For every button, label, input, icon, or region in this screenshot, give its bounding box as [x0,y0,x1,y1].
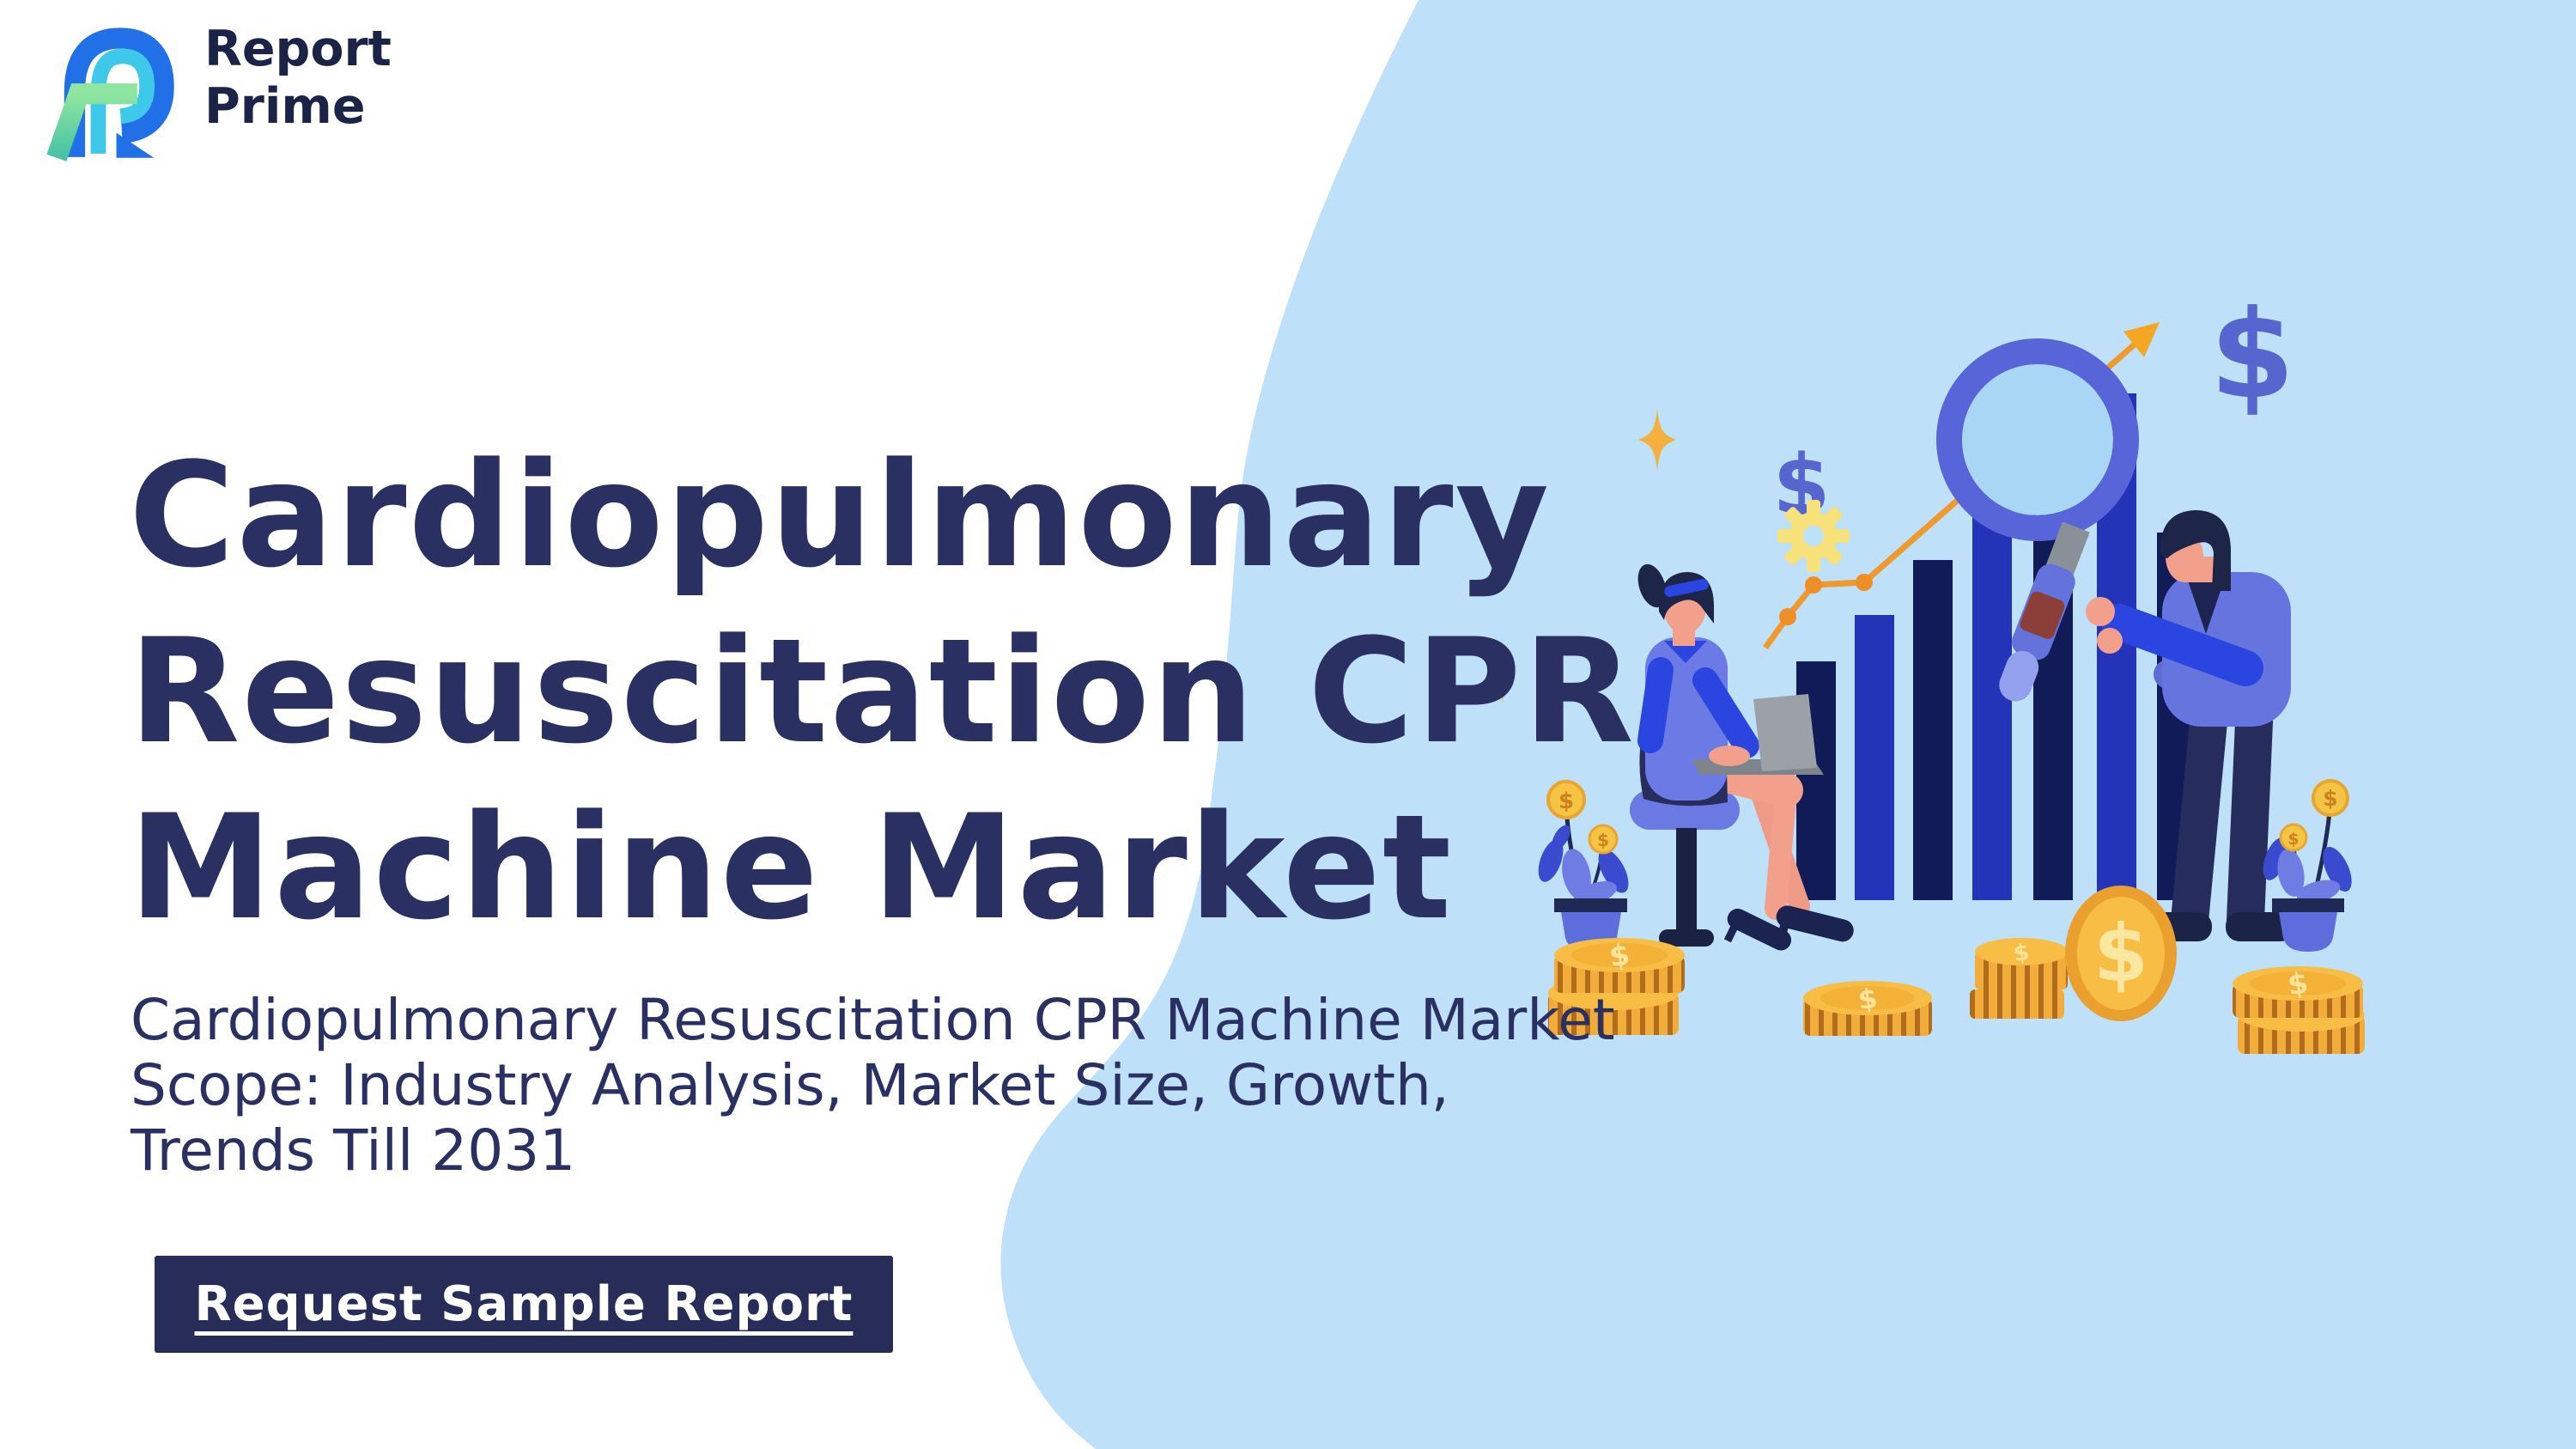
brand-name: Report Prime [204,21,392,136]
report-prime-logo-mark-icon [46,27,174,161]
coin-stack-icon: $ [1803,981,1932,1036]
coin-stack-icon: $ [1548,938,1685,1035]
svg-text:$: $ [1607,938,1632,975]
svg-text:$: $ [1856,982,1879,1017]
svg-text:$: $ [2323,786,2337,811]
big-coin: $ [2065,886,2177,1021]
magnifier-icon [1936,338,2139,702]
page-subtitle: Cardiopulmonary Resuscitation CPR Machin… [131,988,1615,1184]
coin-stack-icon: $ [1970,938,2068,1019]
page-title: Cardiopulmonary Resuscitation CPR Machin… [129,428,1636,956]
gear-icon [1777,500,1850,572]
subtitle-line-1: Cardiopulmonary Resuscitation CPR Machin… [131,987,1615,1053]
report-prime-logo[interactable]: Report Prime [34,21,392,161]
coin-stack-icon: $ [2233,966,2365,1054]
brand-line-2: Prime [204,78,366,135]
laptop-icon [1692,694,1824,775]
title-line-1: Cardiopulmonary [129,431,1552,600]
man-hair [2160,510,2231,591]
sparkle-icon [1491,409,1676,703]
svg-text:$: $ [2287,830,2299,849]
request-sample-report-label: Request Sample Report [194,1276,854,1332]
woman-figure [1630,563,1854,951]
svg-text:$: $ [2012,940,2031,967]
title-line-3: Machine Market [129,783,1454,952]
subtitle-line-2: Scope: Industry Analysis, Market Size, G… [131,1052,1449,1118]
svg-text:$: $ [1597,830,1609,850]
dollar-icon: $ [2210,284,2295,426]
svg-text:$: $ [2286,966,2311,1003]
brand-line-1: Report [204,21,392,77]
request-sample-report-button[interactable]: Request Sample Report [155,1256,893,1353]
svg-text:$: $ [2093,908,2148,1000]
man-figure [2086,510,2294,941]
chart-bar [1855,615,1894,900]
chart-bar [1913,560,1953,900]
title-line-2: Resuscitation CPR [129,607,1636,776]
subtitle-line-3: Trends Till 2031 [131,1117,576,1184]
money-plant-icon: $ $ [2263,779,2352,952]
svg-text:$: $ [1558,788,1574,814]
money-plant-icon: $ $ [1538,780,1629,952]
